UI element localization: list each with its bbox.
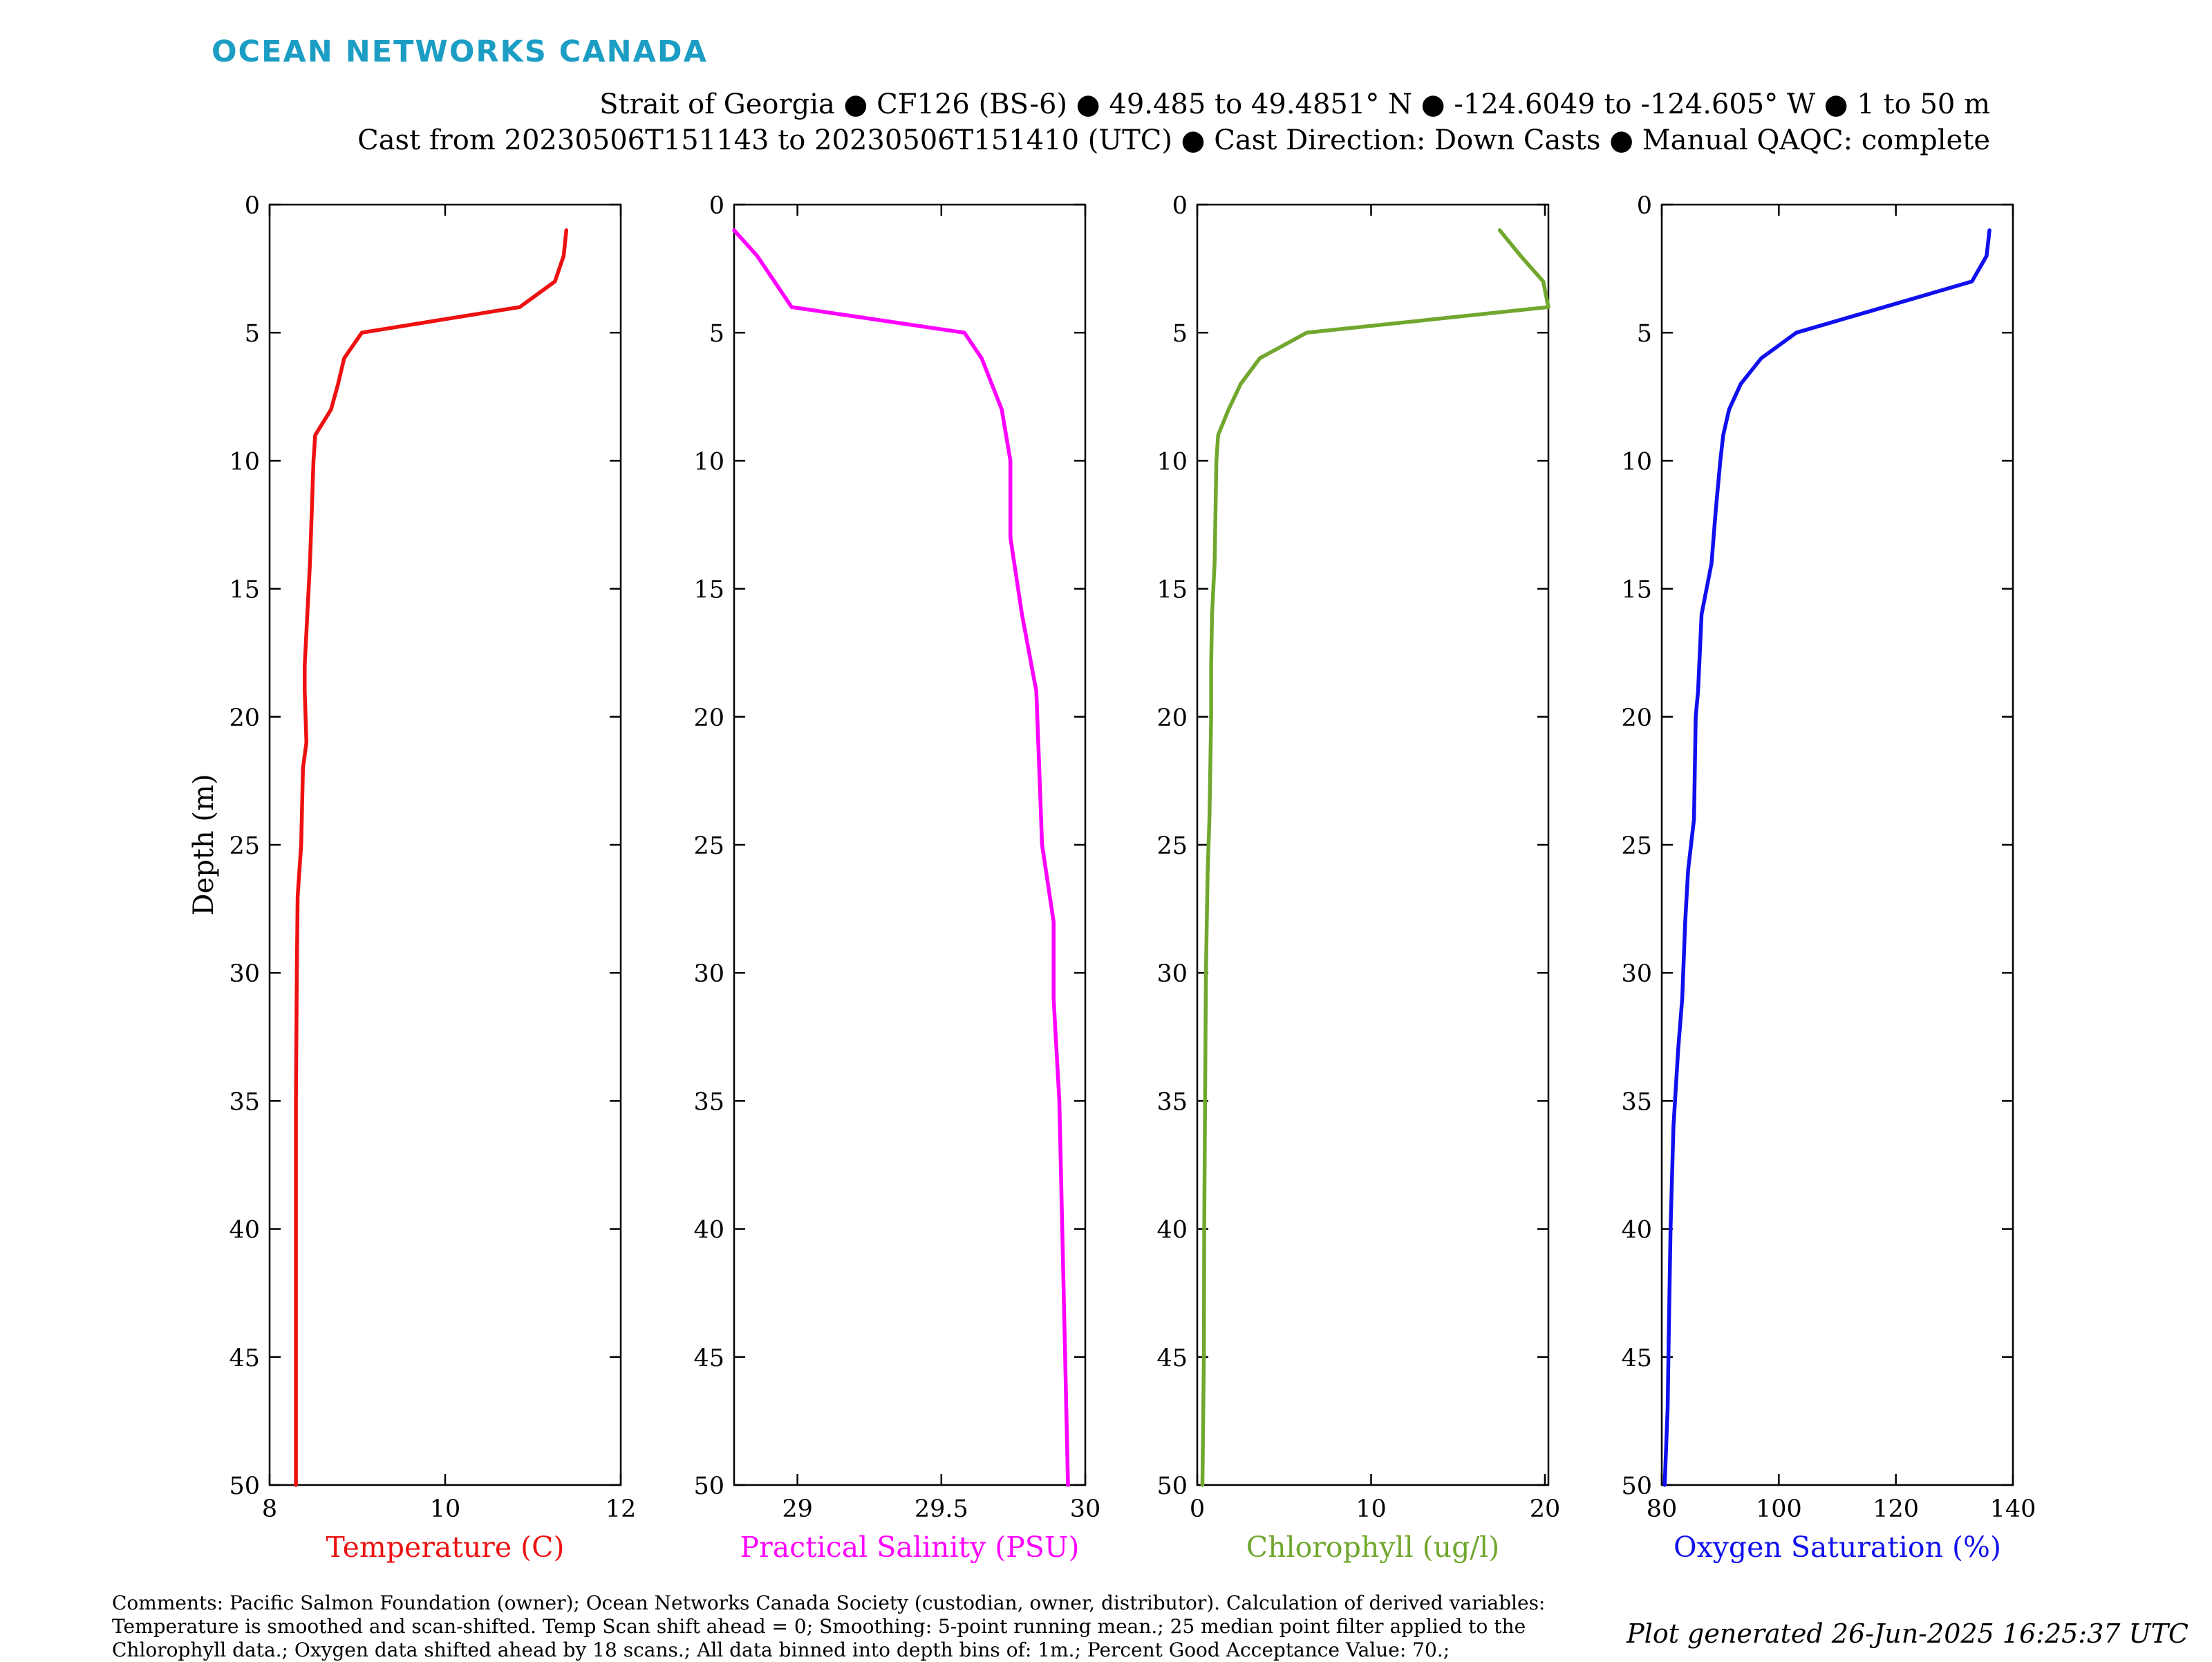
y-tick-label: 25 [693, 832, 724, 860]
y-tick-label: 25 [1156, 832, 1188, 860]
x-axis-label: Temperature (C) [326, 1531, 565, 1564]
y-tick-label: 5 [245, 320, 260, 348]
axes-box [1660, 203, 2014, 1486]
y-tick-label: 45 [1621, 1345, 1652, 1372]
y-tick-label: 10 [1156, 448, 1188, 476]
y-tick-label: 40 [1621, 1217, 1652, 1244]
y-tick-label: 5 [709, 320, 724, 348]
x-tick-label: 10 [1356, 1495, 1387, 1523]
axes-box [733, 203, 1087, 1486]
y-tick-label: 10 [693, 448, 724, 476]
profile-line [294, 228, 569, 1487]
y-tick-label: 35 [1621, 1088, 1652, 1116]
y-tick-label: 30 [1156, 960, 1188, 988]
x-tick-label: 20 [1530, 1495, 1561, 1523]
x-tick-label: 30 [1070, 1495, 1101, 1523]
y-tick-label: 15 [1156, 577, 1188, 604]
y-tick-label: 45 [229, 1345, 260, 1372]
y-tick-label: 5 [1172, 320, 1188, 348]
x-tick-label: 0 [1190, 1495, 1205, 1523]
y-tick-label: 20 [229, 704, 260, 732]
x-tick-label: 12 [606, 1495, 637, 1523]
y-tick-label: 50 [1156, 1473, 1188, 1500]
y-tick-label: 30 [1621, 960, 1652, 988]
axes-box [1196, 203, 1550, 1486]
logo: OCEAN NETWORKS CANADA [212, 35, 708, 69]
x-tick-label: 10 [430, 1495, 461, 1523]
y-tick-label: 5 [1637, 320, 1652, 348]
y-tick-label: 0 [245, 192, 260, 220]
y-tick-label: 35 [229, 1088, 260, 1116]
y-tick-label: 10 [1621, 448, 1652, 476]
x-tick-label: 29 [782, 1495, 813, 1523]
x-tick-label: 140 [1990, 1495, 2036, 1523]
x-tick-label: 100 [1756, 1495, 1802, 1523]
plot-header-location: Strait of Georgia ● CF126 (BS-6) ● 49.48… [599, 88, 1990, 120]
y-tick-label: 0 [1172, 192, 1188, 220]
y-tick-label: 50 [693, 1473, 724, 1500]
x-axis-label: Practical Salinity (PSU) [740, 1531, 1080, 1564]
profile-panel-1: 0 5 10 15 20 25 30 35 40 45 508 10 12 Temperature (C)… [188, 192, 636, 1564]
y-tick-label: 20 [693, 704, 724, 732]
x-axis-label: Chlorophyll (ug/l) [1246, 1531, 1500, 1564]
axes-box [268, 203, 622, 1486]
y-tick-label: 40 [693, 1217, 724, 1244]
y-tick-label: 15 [693, 577, 724, 604]
y-tick-label: 0 [709, 192, 724, 220]
y-tick-label: 0 [1637, 192, 1652, 220]
x-tick-label: 8 [262, 1495, 277, 1523]
y-tick-label: 40 [1156, 1217, 1188, 1244]
y-tick-label: 45 [1156, 1345, 1188, 1372]
profile-line [732, 228, 1070, 1487]
y-tick-label: 15 [229, 577, 260, 604]
y-tick-label: 20 [1156, 704, 1188, 732]
x-tick-label: 29.5 [915, 1495, 968, 1523]
y-tick-label: 20 [1621, 704, 1652, 732]
y-axis-label: Depth (m) [188, 774, 220, 915]
profile-panel-2: 0 5 10 15 20 25 30 35 40 45 50 29 29.5 30 Practical Sa… [693, 192, 1100, 1564]
y-tick-label: 35 [693, 1088, 724, 1116]
plot-header-cast: Cast from 20230506T151143 to 20230506T15… [357, 124, 1990, 156]
profile-line [1200, 228, 1550, 1487]
y-tick-label: 25 [229, 832, 260, 860]
x-tick-label: 80 [1647, 1495, 1678, 1523]
y-tick-label: 25 [1621, 832, 1652, 860]
profile-line [1662, 228, 1991, 1487]
comments-text: Comments: Pacific Salmon Foundation (own… [112, 1591, 1546, 1661]
x-tick-label: 120 [1873, 1495, 1919, 1523]
y-tick-label: 35 [1156, 1088, 1188, 1116]
x-axis-label: Oxygen Saturation (%) [1674, 1531, 2001, 1564]
y-tick-label: 50 [229, 1473, 260, 1500]
y-tick-label: 10 [229, 448, 260, 476]
y-tick-label: 40 [229, 1217, 260, 1244]
y-tick-label: 45 [693, 1345, 724, 1372]
y-tick-label: 50 [1621, 1473, 1652, 1500]
y-tick-label: 30 [693, 960, 724, 988]
y-tick-label: 30 [229, 960, 260, 988]
y-tick-label: 15 [1621, 577, 1652, 604]
plot-generated-timestamp: Plot generated 26-Jun-2025 16:25:37 UTC [1627, 1618, 2188, 1649]
